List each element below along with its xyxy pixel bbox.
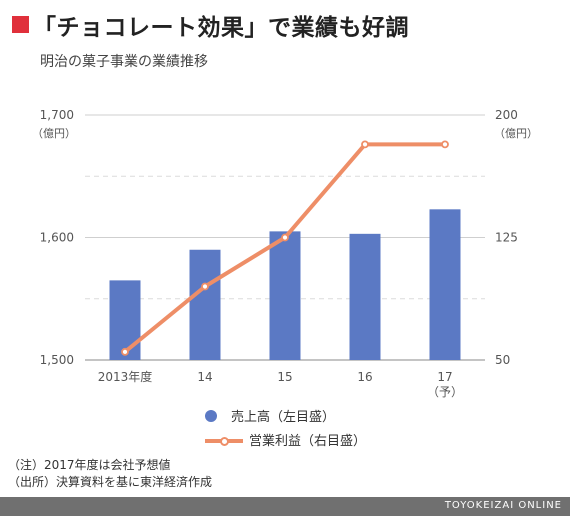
profit-point xyxy=(361,140,369,149)
profit-point xyxy=(201,282,209,291)
left-tick-label: 1,500 xyxy=(40,353,74,367)
brand-label: TOYOKEIZAI ONLINE xyxy=(444,500,562,511)
right-tick-label: 200 xyxy=(495,108,518,122)
footer-bar: TOYOKEIZAI ONLINE xyxy=(0,497,570,516)
x-tick-label: 2013年度 xyxy=(98,369,153,384)
legend-profit-swatch xyxy=(205,435,243,447)
legend-sales-label: 売上高（左目盛） xyxy=(231,410,336,425)
bar xyxy=(269,231,301,360)
profit-point xyxy=(441,140,449,149)
x-tick-label: 17 xyxy=(437,370,452,384)
left-tick-label: 1,700 xyxy=(40,108,74,122)
x-tick-label: 16 xyxy=(357,370,372,384)
chart-svg: 1,500 1,600 1,700 （億円） 50 125 200 （億円） 2013年度 14 1… xyxy=(32,108,538,399)
right-axis-unit: （億円） xyxy=(494,127,538,140)
note-forecast: （注）2017年度は会社予想値 xyxy=(8,458,171,472)
bar xyxy=(109,280,141,360)
chart-title: 「チョコレート効果」で業績も好調 xyxy=(33,15,409,41)
x-tick-label: 15 xyxy=(277,370,292,384)
profit-point xyxy=(121,347,129,356)
bar xyxy=(189,249,221,360)
notes: （注）2017年度は会社予想値 （出所）決算資料を基に東洋経済作成 xyxy=(8,457,212,491)
line-layer xyxy=(121,140,449,356)
legend-sales: 売上高（左目盛） xyxy=(205,406,335,425)
legend-profit-label: 営業利益（右目盛） xyxy=(249,434,367,449)
note-source: （出所）決算資料を基に東洋経済作成 xyxy=(8,475,213,489)
x-tick-sublabel: （予） xyxy=(427,385,463,399)
bar xyxy=(429,209,461,360)
axis-labels: 1,500 1,600 1,700 （億円） 50 125 200 （億円） 2013年度 14 1… xyxy=(32,108,538,399)
profit-point xyxy=(281,233,289,242)
legend-sales-swatch xyxy=(205,410,217,422)
x-tick-label: 14 xyxy=(197,370,212,384)
chart-subtitle: 明治の菓子事業の業績推移 xyxy=(40,54,208,70)
right-tick-label: 50 xyxy=(495,353,510,367)
right-tick-label: 125 xyxy=(495,231,518,245)
left-axis-unit: （億円） xyxy=(32,127,76,140)
legend-profit: 営業利益（右目盛） xyxy=(205,430,366,449)
bars xyxy=(109,209,461,360)
title-marker xyxy=(12,16,29,33)
left-tick-label: 1,600 xyxy=(40,231,74,245)
bar xyxy=(349,233,381,360)
